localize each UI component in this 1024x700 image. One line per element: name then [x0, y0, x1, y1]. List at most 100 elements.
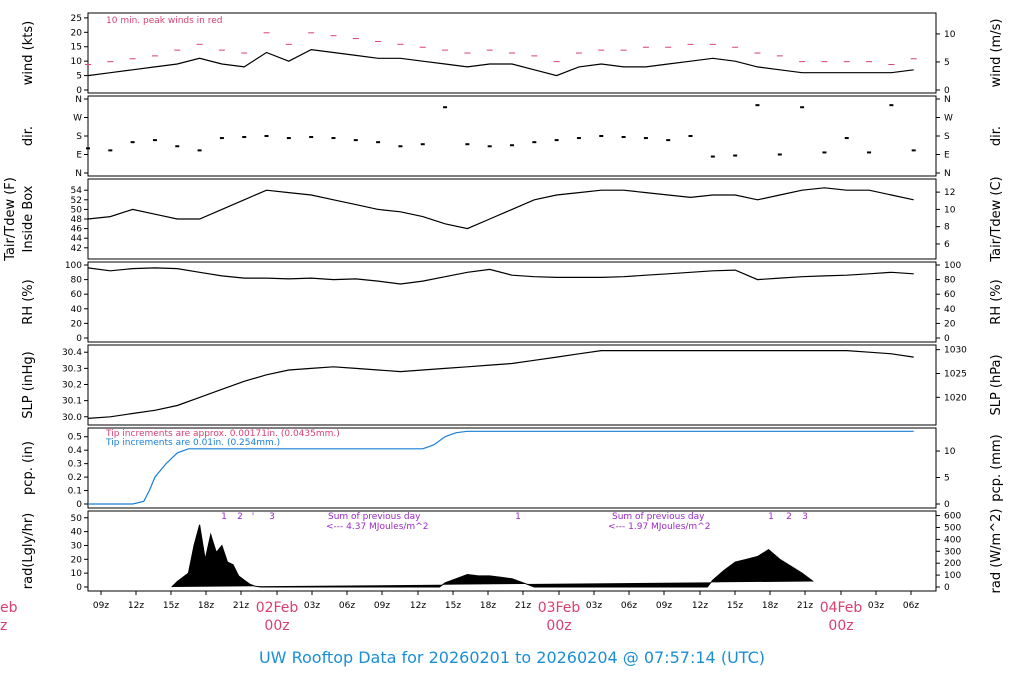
right-tick-label: 0 — [944, 86, 950, 96]
x-hour-label: 09z — [93, 601, 109, 611]
left-tick-label: 30.2 — [62, 381, 82, 391]
rad-marker-label: 1 — [221, 512, 227, 522]
wind-line — [87, 48, 914, 77]
precipitation-line — [88, 430, 914, 505]
x-date-sublabel: 00z — [828, 618, 853, 634]
peak-wind-mark — [754, 52, 761, 54]
direction-point — [599, 135, 604, 137]
left-tick-label: N — [75, 169, 82, 179]
x-hour-label: 21z — [233, 601, 249, 611]
right-axis-label: Tair/Tdew (C) — [989, 176, 1004, 262]
page-title: UW Rooftop Data for 20260201 to 20260204… — [258, 648, 766, 667]
direction-point — [219, 137, 224, 140]
peak-wind-mark — [598, 49, 605, 51]
peak-wind-mark — [442, 49, 449, 51]
x-hour-label: 12z — [692, 601, 708, 611]
left-tick-label: 0 — [76, 86, 82, 96]
right-tick-label: N — [944, 169, 951, 179]
left-tick-label: 44 — [71, 234, 83, 244]
peak-wind-mark — [107, 61, 114, 63]
wind-annotation: 10 min. peak winds in red — [106, 16, 223, 26]
left-tick-label: 50 — [71, 514, 83, 524]
left-tick-label: W — [73, 114, 82, 124]
left-tick-label: 52 — [71, 196, 82, 206]
x-hour-label: 15z — [163, 601, 179, 611]
peak-wind-mark — [419, 46, 426, 48]
direction-point — [309, 136, 314, 139]
right-tick-label: 10 — [944, 30, 956, 40]
peak-wind-mark — [151, 55, 158, 57]
peak-wind-mark — [375, 40, 382, 42]
x-hour-label: 18z — [480, 601, 496, 611]
temperature-line — [87, 187, 914, 230]
x-hour-label: 03z — [586, 601, 602, 611]
direction-point — [420, 143, 425, 146]
peak-wind-mark — [85, 64, 91, 66]
right-tick-label: 600 — [944, 512, 961, 522]
right-tick-label: 1030 — [944, 346, 967, 356]
left-axis-label-2: Inside Box — [21, 185, 36, 252]
right-tick-label: 100 — [944, 571, 961, 581]
x-hour-label: 15z — [445, 601, 461, 611]
left-tick-label: 10 — [71, 57, 83, 67]
left-tick-label: 46 — [71, 225, 83, 235]
direction-point — [398, 145, 403, 148]
direction-point — [86, 147, 90, 150]
peak-wind-mark — [866, 61, 873, 63]
left-tick-label: 5 — [76, 72, 82, 82]
rad-marker-label: 1 — [768, 512, 774, 522]
right-axis-label: pcp. (mm) — [989, 434, 1004, 501]
peak-wind-mark — [330, 35, 337, 37]
left-tick-label: S — [76, 132, 82, 142]
right-tick-label: 0 — [944, 583, 950, 593]
left-tick-label: 0.2 — [68, 473, 82, 483]
right-tick-label: 1020 — [944, 393, 967, 403]
humidity-line — [87, 267, 914, 285]
right-tick-label: N — [944, 95, 951, 105]
left-tick-label: 15 — [71, 43, 82, 53]
direction-point — [264, 135, 269, 137]
left-tick-label: 0.5 — [68, 433, 82, 443]
peak-wind-mark — [732, 46, 739, 48]
x-hour-label: 03z — [304, 601, 320, 611]
direction-point — [487, 145, 492, 148]
right-tick-label: S — [944, 132, 950, 142]
direction-point — [889, 104, 894, 107]
peak-wind-mark — [620, 49, 627, 51]
left-tick-label: 0.1 — [68, 487, 82, 497]
rad-note-1b: <--- 4.37 MJoules/m^2 — [326, 522, 428, 532]
peak-wind-mark — [196, 43, 203, 45]
left-axis-label: dir. — [21, 126, 36, 146]
x-hour-label: 18z — [198, 601, 214, 611]
right-tick-label: E — [944, 151, 950, 161]
peak-wind-mark — [888, 64, 895, 66]
direction-point — [621, 136, 626, 139]
left-tick-label: 10 — [71, 569, 83, 579]
left-tick-label: E — [76, 151, 82, 161]
left-tick-label: 20 — [71, 319, 83, 329]
direction-point — [197, 149, 202, 152]
left-axis-label: wind (kts) — [21, 21, 36, 85]
rad-marker-label: 3 — [269, 512, 275, 522]
peak-wind-mark — [263, 32, 270, 34]
rad-note-2b: <--- 1.97 MJoules/m^2 — [608, 522, 710, 532]
direction-point — [867, 151, 872, 154]
peak-wind-mark — [486, 49, 493, 51]
left-tick-label: 40 — [71, 528, 83, 538]
direction-point — [510, 144, 514, 147]
peak-wind-mark — [129, 58, 136, 60]
right-axis-label: RH (%) — [989, 279, 1004, 324]
right-tick-label: 0 — [944, 334, 950, 344]
panel-frame-pressure — [87, 344, 937, 426]
peak-wind-mark — [464, 52, 471, 54]
radiation-area — [171, 524, 814, 588]
left-tick-label: 80 — [71, 276, 83, 286]
left-tick-label: N — [75, 95, 82, 105]
x-hour-label: 12z — [128, 601, 144, 611]
direction-point — [844, 137, 849, 140]
right-tick-label: 100 — [944, 261, 961, 271]
direction-point — [643, 137, 648, 140]
direction-point — [755, 104, 760, 107]
left-tick-label: 0.4 — [68, 446, 83, 456]
panel-frame-precipitation — [87, 427, 937, 509]
